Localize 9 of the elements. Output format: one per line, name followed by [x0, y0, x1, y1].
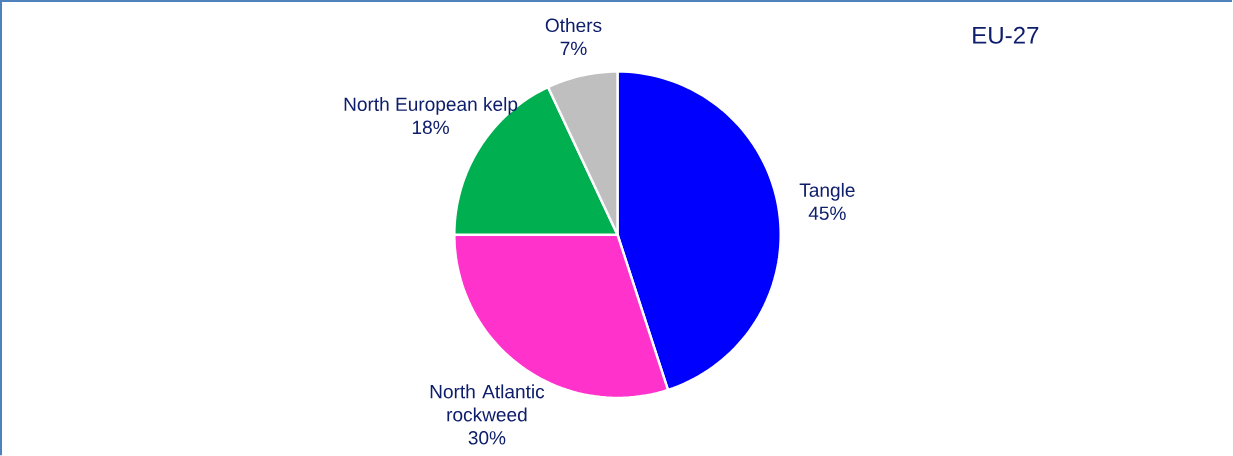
slice-label: Tangle — [799, 182, 855, 201]
data-label: 7% — [560, 41, 587, 55]
slice-label: North European kelp — [344, 96, 518, 115]
slice-label: Others — [545, 17, 602, 32]
text: EU-27 — [973, 26, 1039, 44]
data-label: 18% — [412, 120, 449, 134]
data-label: 30% — [468, 430, 506, 445]
slice-label: North Atlantic rockweed — [430, 384, 545, 422]
data-label: 45% — [808, 206, 846, 220]
